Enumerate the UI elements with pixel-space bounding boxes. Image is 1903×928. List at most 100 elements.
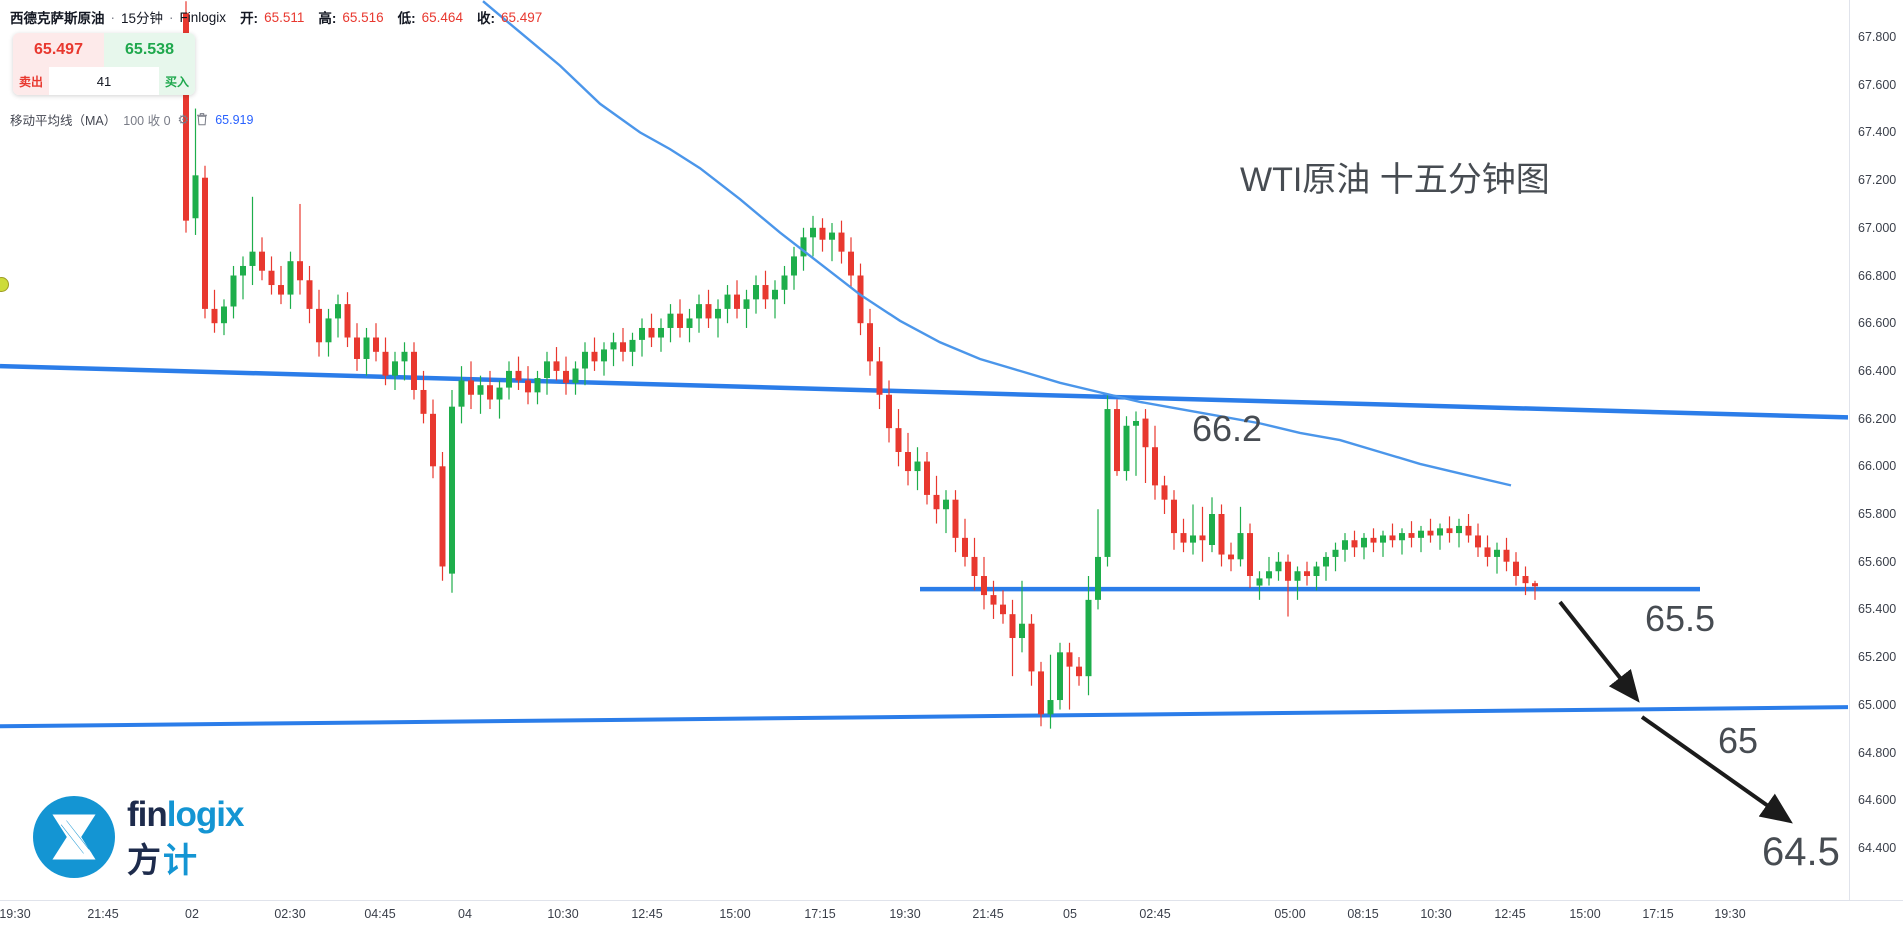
candle-body <box>1114 409 1120 472</box>
candle-body <box>1304 571 1310 577</box>
sell-button[interactable]: 卖出 <box>13 67 49 95</box>
candle-body <box>1009 614 1016 639</box>
buy-button[interactable]: 买入 <box>159 67 195 95</box>
candle-body <box>373 337 379 352</box>
candle-body <box>1228 554 1234 560</box>
candle-body <box>1133 420 1139 426</box>
price-axis[interactable]: 67.800 67.600 67.400 67.200 67.000 66.800 66.6… <box>1849 0 1903 900</box>
price-axis-label: 67.200 <box>1858 173 1897 188</box>
interval-label[interactable]: 15分钟 <box>121 11 164 26</box>
candle-body <box>1380 535 1386 543</box>
candle-body <box>648 327 655 338</box>
price-axis-label: 66.600 <box>1858 316 1897 331</box>
low-label: 低: <box>397 11 416 26</box>
candle-body <box>1152 447 1158 486</box>
candle-body <box>1142 418 1149 448</box>
candle-body <box>1000 604 1006 615</box>
trend-arrows[interactable] <box>1558 600 1793 824</box>
chart-annotation[interactable]: WTI原油 十五分钟图 <box>1240 161 1550 199</box>
candle-body <box>905 451 911 472</box>
candlestick-series <box>183 1 1538 729</box>
gear-icon[interactable]: ⚙ <box>177 112 190 127</box>
candle-body <box>724 294 731 309</box>
indicator-value: 65.919 <box>215 112 254 127</box>
candle-body <box>848 251 854 276</box>
level-line-support-65.0[interactable] <box>0 705 1848 729</box>
down-arrow[interactable] <box>1558 600 1640 703</box>
candle-body <box>1332 549 1339 557</box>
price-axis-label: 64.400 <box>1858 840 1897 855</box>
price-chart-canvas[interactable] <box>0 0 1848 900</box>
level-line-resistance-66.2[interactable] <box>0 363 1848 420</box>
symbol-name[interactable]: 西德克萨斯原油 <box>10 11 105 26</box>
candle-body <box>202 177 208 309</box>
candle-body <box>1066 652 1073 667</box>
support-resistance-lines[interactable] <box>0 363 1848 729</box>
price-axis-label: 67.400 <box>1858 125 1897 140</box>
candle-body <box>1399 533 1405 541</box>
candle-body <box>696 304 702 319</box>
candle-body <box>259 251 265 271</box>
candle-body <box>1180 533 1187 543</box>
candle-body <box>819 227 826 240</box>
time-axis-label: 05:00 <box>1274 907 1306 921</box>
quantity-box <box>49 67 159 95</box>
candle-body <box>249 251 256 266</box>
candle-body <box>1256 578 1263 586</box>
candle-body <box>392 361 398 376</box>
ma-100-curve[interactable] <box>482 0 1512 487</box>
quantity-input[interactable] <box>52 72 156 90</box>
candle-body <box>591 351 598 362</box>
candle-body <box>563 370 569 383</box>
moving-average-line[interactable] <box>482 0 1512 487</box>
indicator-legend[interactable]: 移动平均线（MA） 100 收 0 ⚙ 65.919 <box>10 110 253 129</box>
candle-body <box>686 318 693 328</box>
time-axis-label: 02 <box>185 907 199 921</box>
candle-body <box>1085 599 1092 677</box>
candle-body <box>506 370 512 388</box>
symbol-header[interactable]: 西德克萨斯原油 · 15分钟 · Finlogix 开: 65.511 高: 6… <box>10 7 542 27</box>
candle-body <box>1076 666 1082 677</box>
candle-body <box>287 261 294 295</box>
candle-body <box>411 351 417 390</box>
candle-body <box>401 351 408 362</box>
candle-body <box>268 270 275 286</box>
chart-annotation[interactable]: 64.5 <box>1762 830 1840 874</box>
price-axis-label: 66.000 <box>1858 459 1897 474</box>
time-axis-label: 17:15 <box>1642 907 1674 921</box>
sell-price[interactable]: 65.497 <box>13 33 104 67</box>
candle-body <box>515 370 522 381</box>
chart-annotation[interactable]: 66.2 <box>1192 408 1263 449</box>
candle-body <box>1427 530 1434 536</box>
finlogix-wordmark: finlogix <box>127 795 244 835</box>
candle-body <box>1513 561 1519 577</box>
candle-body <box>895 428 902 452</box>
candle-body <box>354 337 360 359</box>
chart-annotation[interactable]: 65 <box>1718 720 1759 761</box>
candle-body <box>990 595 997 605</box>
close-value: 65.497 <box>500 9 543 25</box>
candle-body <box>1218 514 1225 555</box>
finlogix-wordmark-cn: 方计 <box>127 841 199 880</box>
candle-body <box>705 304 712 319</box>
indicator-name[interactable]: 移动平均线（MA） <box>10 114 117 128</box>
candle-body <box>667 313 674 328</box>
candle-body <box>325 318 332 343</box>
down-arrow[interactable] <box>1640 715 1793 824</box>
time-axis[interactable]: 19:30 21:45 02 02:30 04:45 04 10:30 12:45 15:00 1… <box>0 900 1903 928</box>
buy-price[interactable]: 65.538 <box>104 33 195 67</box>
time-axis-label: 15:00 <box>1569 907 1601 921</box>
order-widget: 65.497 65.538 卖出 买入 <box>13 33 195 95</box>
candle-body <box>1190 535 1196 543</box>
candle-body <box>240 265 246 276</box>
candle-body <box>468 380 474 395</box>
candle-body <box>534 378 541 393</box>
candle-body <box>1209 514 1215 546</box>
trash-icon[interactable] <box>196 112 208 128</box>
chart-annotation[interactable]: 65.5 <box>1645 598 1716 639</box>
price-axis-label: 65.200 <box>1858 650 1897 665</box>
candle-body <box>192 175 199 219</box>
candle-body <box>962 537 968 557</box>
price-axis-label: 66.400 <box>1858 363 1897 378</box>
